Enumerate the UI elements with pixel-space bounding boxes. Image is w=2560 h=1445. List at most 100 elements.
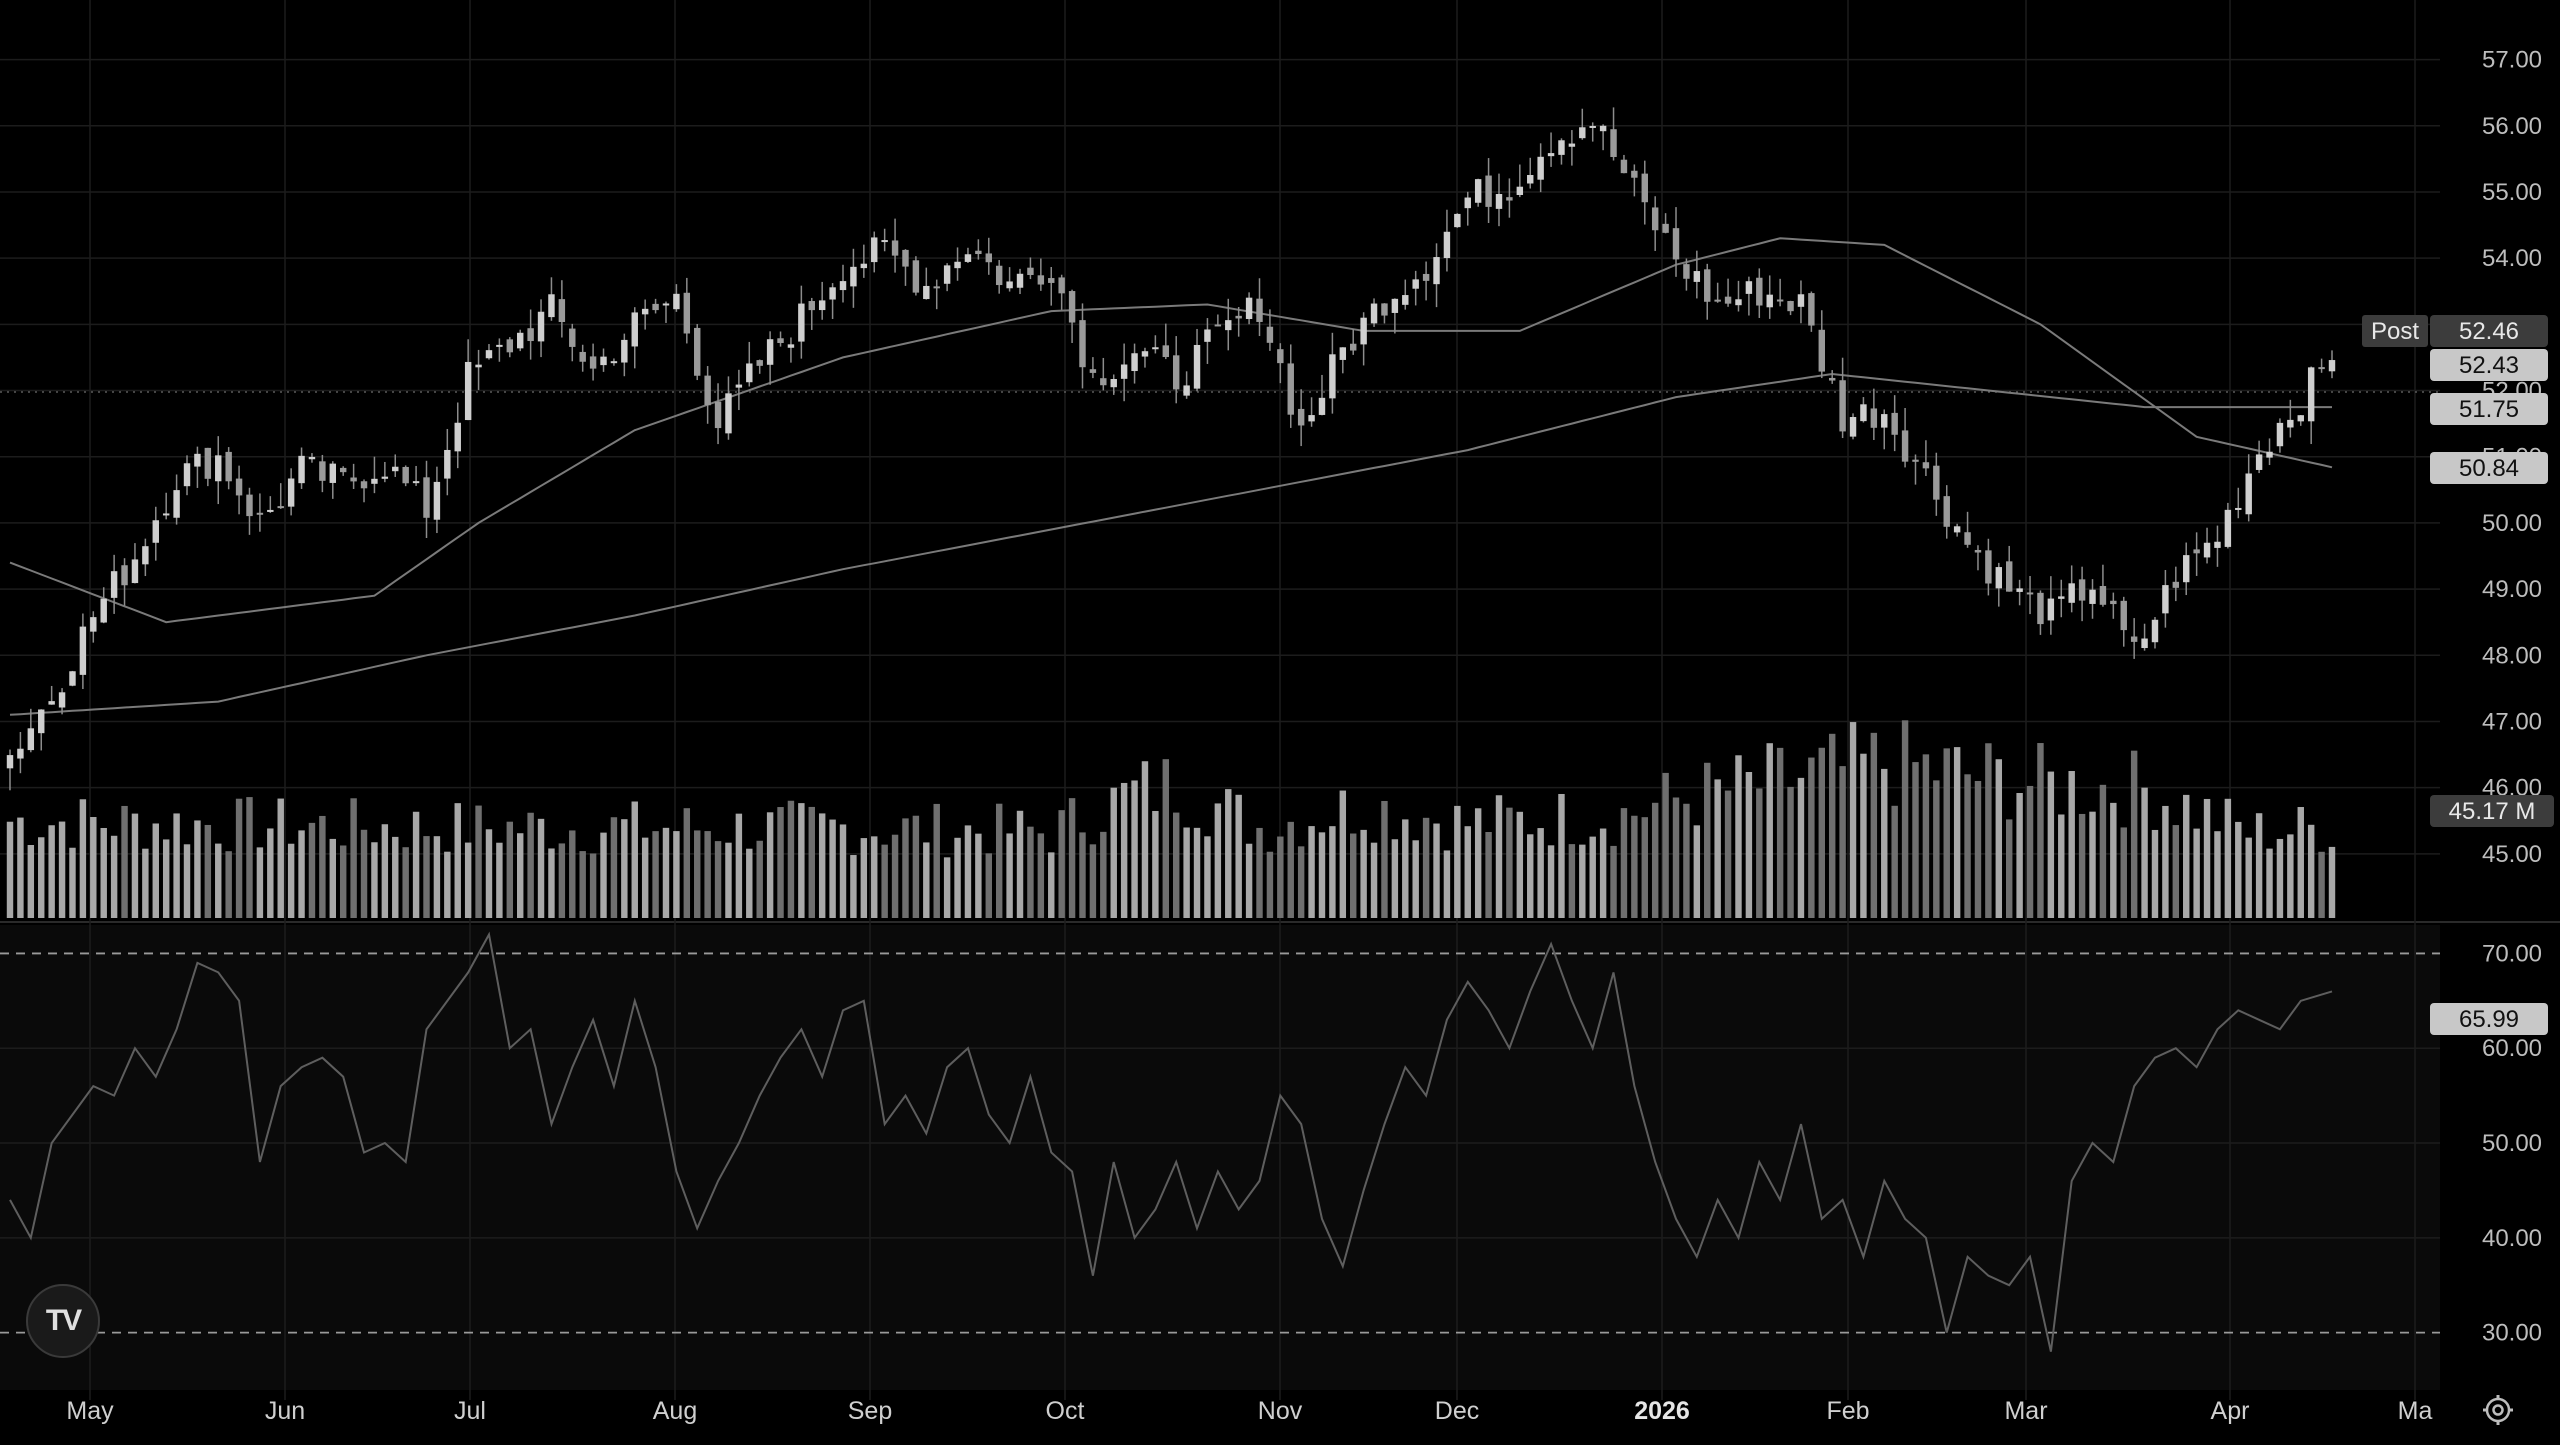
candle-body xyxy=(2005,561,2013,592)
rsi-value-tag: 65.99 xyxy=(2430,1003,2548,1035)
volume-bar xyxy=(433,836,441,918)
candle-body xyxy=(433,481,441,520)
candle-body xyxy=(1776,299,1784,302)
volume-bar xyxy=(1953,747,1961,918)
candle-body xyxy=(1120,364,1128,379)
candle-body xyxy=(1901,430,1909,462)
candle-body xyxy=(610,361,618,364)
candle-body xyxy=(808,301,815,311)
candle-body xyxy=(1766,294,1773,308)
volume-bar xyxy=(1631,815,1638,918)
candle-body xyxy=(1881,414,1888,428)
candle-body xyxy=(1256,298,1263,322)
volume-bar xyxy=(1235,794,1242,918)
candle-body xyxy=(2255,454,2263,470)
time-axis-label: Jul xyxy=(454,1397,486,1425)
volume-bar xyxy=(548,848,555,918)
tradingview-logo-icon[interactable]: TV xyxy=(26,1284,100,1358)
candle-body xyxy=(1048,278,1055,283)
candle-body xyxy=(444,449,451,479)
candle-body xyxy=(548,294,555,318)
candle-body xyxy=(517,332,524,349)
volume-bar xyxy=(1350,833,1357,918)
volume-bar xyxy=(1891,805,1898,918)
candle-body xyxy=(329,463,337,483)
candle-body xyxy=(558,299,566,322)
candle-body xyxy=(1506,197,1513,201)
volume-bar xyxy=(756,840,763,918)
volume-bar xyxy=(1808,757,1815,918)
candle-body xyxy=(912,260,920,293)
candle-body xyxy=(1266,326,1274,343)
volume-bar xyxy=(100,827,107,918)
volume-bar xyxy=(121,805,128,918)
candle-body xyxy=(1704,269,1711,302)
candle-body xyxy=(589,356,597,369)
volume-bar xyxy=(1037,833,1045,918)
volume-bar xyxy=(1391,839,1399,918)
candle-body xyxy=(131,559,139,584)
candle-body xyxy=(1318,397,1326,415)
volume-bar xyxy=(2287,834,2294,918)
moving-average-short-line xyxy=(9,237,2333,624)
volume-bar xyxy=(402,847,409,918)
volume-bar xyxy=(277,798,284,918)
candle-body xyxy=(1100,378,1107,386)
volume-bar xyxy=(173,813,180,918)
volume-bar xyxy=(777,807,784,918)
candle-body xyxy=(1547,153,1555,157)
rsi-value-tag-bg xyxy=(2430,1003,2548,1035)
volume-bar xyxy=(1225,789,1232,918)
volume-bar xyxy=(1558,793,1565,918)
candle-body xyxy=(58,692,66,708)
candle-body xyxy=(475,364,482,368)
volume-bar xyxy=(1495,795,1503,918)
volume-bar xyxy=(496,842,503,918)
candle-body xyxy=(1537,156,1544,180)
candle-body xyxy=(673,293,680,310)
candle-body xyxy=(714,401,722,429)
volume-bar xyxy=(943,857,951,918)
volume-bar xyxy=(1006,833,1013,918)
candle-body xyxy=(423,477,430,518)
volume-tag: 45.17 M xyxy=(2430,795,2554,827)
candle-body xyxy=(787,344,795,348)
volume-bar xyxy=(235,798,243,918)
volume-bar xyxy=(1641,817,1648,918)
volume-bar xyxy=(1568,844,1576,918)
volume-bar xyxy=(2214,831,2221,918)
volume-bar xyxy=(1079,832,1086,918)
volume-bar xyxy=(142,848,149,918)
candle-body xyxy=(1527,175,1534,184)
candle-body xyxy=(2214,541,2221,548)
volume-bar xyxy=(610,817,618,918)
volume-bar xyxy=(485,829,493,918)
volume-bar xyxy=(2318,851,2325,918)
volume-bar xyxy=(2297,807,2304,918)
candle-body xyxy=(1110,379,1117,388)
volume-bar xyxy=(1589,836,1596,918)
volume-bar xyxy=(131,813,139,918)
candle-body xyxy=(1152,347,1159,350)
gear-icon[interactable] xyxy=(2478,1390,2518,1430)
volume-bar xyxy=(964,825,972,918)
volume-bar xyxy=(1964,774,1971,918)
price-axis-tick-label: 47.00 xyxy=(2482,708,2542,735)
volume-bar xyxy=(183,844,191,918)
candle-body xyxy=(1839,380,1846,432)
candle-body xyxy=(1141,351,1149,357)
volume-bar xyxy=(392,836,399,918)
volume-bar xyxy=(923,842,930,918)
candle-body xyxy=(2328,360,2336,372)
candle-body xyxy=(1016,273,1024,288)
candle-body xyxy=(1922,462,1930,469)
volume-bar xyxy=(1329,826,1336,918)
candle-body xyxy=(1204,329,1211,342)
candle-body xyxy=(2287,419,2294,428)
volume-bar xyxy=(1402,819,1409,918)
time-axis-label: Feb xyxy=(1826,1397,1869,1425)
volume-bar xyxy=(641,837,649,918)
candle-body xyxy=(319,461,326,481)
